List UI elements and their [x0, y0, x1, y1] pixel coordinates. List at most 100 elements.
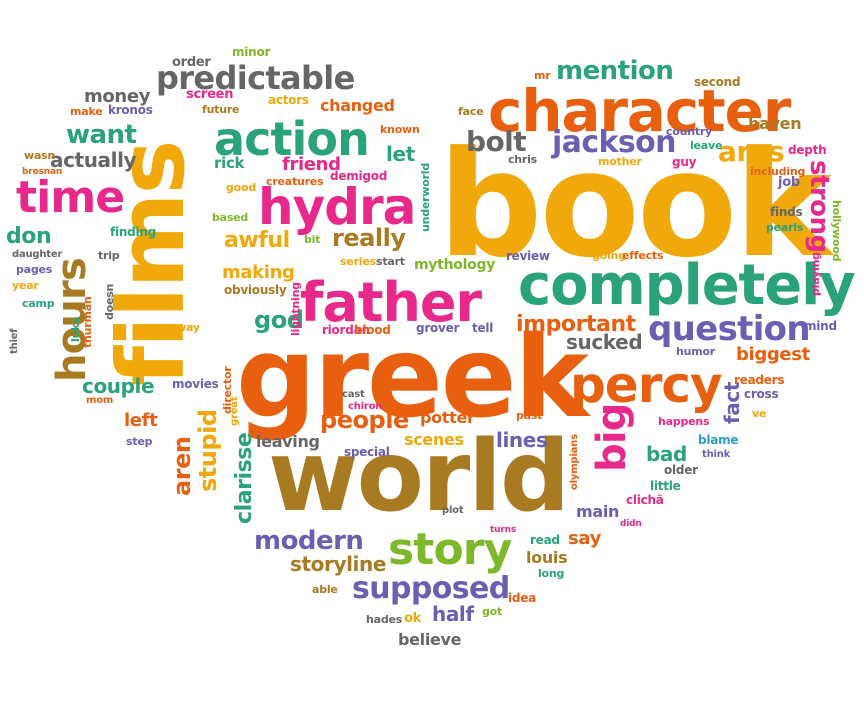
word: finding: [110, 225, 157, 239]
word: lines: [496, 428, 548, 452]
word: obviously: [224, 283, 287, 297]
word: couple: [82, 374, 155, 398]
word: job: [778, 175, 800, 190]
word: got: [482, 605, 503, 618]
word: future: [202, 103, 240, 116]
word: movies: [172, 377, 219, 391]
word: believe: [398, 630, 462, 649]
word: riordan: [322, 323, 370, 337]
word: really: [332, 224, 406, 252]
word: want: [66, 120, 137, 150]
word: country: [666, 125, 713, 138]
word: hades: [366, 613, 403, 626]
word: including: [750, 165, 806, 178]
word: blood: [354, 323, 391, 337]
word: completely: [518, 253, 856, 318]
word: fact: [720, 381, 744, 424]
word: predictable: [156, 59, 355, 97]
word: mention: [556, 56, 674, 86]
word: big: [589, 403, 635, 472]
word: don: [6, 224, 52, 249]
word: order: [172, 55, 211, 70]
word: minor: [232, 45, 271, 59]
word: read: [530, 533, 560, 547]
word: think: [702, 449, 731, 460]
word: character: [488, 77, 791, 145]
word: action: [214, 112, 370, 166]
word: daughter: [12, 249, 63, 260]
word: scenes: [404, 430, 464, 449]
word: great: [229, 396, 240, 426]
word: ve: [752, 407, 767, 420]
word: playing: [809, 252, 822, 296]
word: mom: [86, 395, 114, 406]
word: special: [344, 445, 390, 459]
word: way: [176, 321, 200, 334]
word: world: [268, 420, 570, 534]
word: leave: [690, 139, 723, 152]
word: aren: [168, 436, 196, 496]
word: second: [694, 75, 741, 89]
word: cross: [744, 387, 779, 401]
word: chris: [508, 153, 537, 166]
word: clichã: [626, 493, 664, 507]
word: creatures: [266, 175, 324, 188]
word: mind: [804, 319, 837, 333]
word: thurman: [81, 296, 94, 348]
word: left: [124, 410, 158, 431]
word: sucked: [566, 330, 643, 354]
word: storyline: [290, 552, 387, 576]
word: father: [300, 271, 482, 334]
word: greek: [236, 313, 589, 443]
word: mr: [534, 69, 551, 82]
word: question: [648, 309, 811, 349]
word: ok: [404, 611, 422, 626]
word: face: [458, 105, 484, 118]
word: year: [12, 279, 39, 292]
word: making: [222, 262, 295, 283]
word: going: [592, 249, 626, 262]
word: depth: [788, 143, 827, 157]
word: hydra: [258, 178, 416, 236]
word: bad: [646, 442, 687, 466]
word: leaving: [256, 432, 320, 451]
word: demigod: [330, 169, 388, 183]
word: main: [576, 502, 620, 521]
word: make: [70, 105, 103, 118]
word: potter: [420, 408, 475, 427]
word: trip: [98, 249, 120, 262]
word: stupid: [194, 409, 222, 492]
word: screen: [186, 87, 234, 102]
word: camp: [22, 297, 55, 310]
word: strong: [804, 160, 834, 253]
word: start: [376, 255, 405, 268]
word: money: [84, 86, 151, 107]
word: underworld: [419, 162, 432, 232]
word: pages: [16, 263, 53, 276]
word: supposed: [352, 571, 510, 606]
word: kronos: [108, 103, 153, 117]
word: humor: [676, 345, 716, 358]
word: ares: [718, 135, 785, 168]
word: book: [438, 120, 831, 290]
word: effects: [622, 249, 664, 262]
word: readers: [734, 373, 785, 387]
word: hollywood: [830, 200, 843, 262]
word: mother: [598, 155, 642, 168]
word: important: [516, 312, 636, 337]
word: known: [380, 123, 420, 136]
word: luke: [69, 316, 82, 342]
word: series: [340, 255, 376, 268]
word: chiron: [348, 401, 383, 412]
word: haven: [748, 114, 802, 133]
word: good: [226, 181, 256, 194]
word: friend: [282, 154, 341, 175]
word: grover: [416, 321, 460, 335]
word: doesn: [103, 283, 116, 320]
word: review: [506, 249, 550, 263]
word: changed: [320, 96, 395, 115]
word: people: [320, 406, 409, 434]
word: blame: [698, 433, 739, 447]
word: older: [664, 463, 698, 477]
